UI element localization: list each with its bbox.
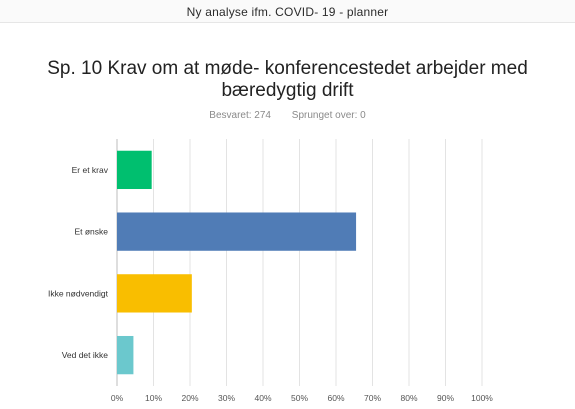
category-label: Ikke nødvendigt [48,288,109,298]
document-title: Ny analyse ifm. COVID- 19 - planner [186,5,389,19]
document-header: Ny analyse ifm. COVID- 19 - planner [0,0,575,23]
question-title: Sp. 10 Krav om at møde- konferencestedet… [47,58,528,101]
response-stats: Besvaret: 274 Sprunget over: 0 [0,110,575,121]
skipped-count: Sprunget over: 0 [291,110,366,121]
x-tick-label: 20% [181,393,198,403]
x-tick-label: 80% [400,393,417,403]
bar [117,274,192,313]
x-tick-label: 30% [218,393,235,403]
category-label: Ved det ikke [62,350,109,360]
x-tick-label: 100% [471,393,493,403]
x-tick-label: 70% [364,393,381,403]
x-tick-label: 40% [254,393,271,403]
category-label: Et ønske [74,227,108,237]
category-label: Er et krav [72,165,109,175]
x-tick-label: 0% [111,393,124,403]
x-tick-label: 90% [437,393,454,403]
answered-count: Besvaret: 274 [209,110,271,121]
x-tick-label: 10% [145,393,162,403]
bar [117,150,152,190]
bar [117,335,134,375]
x-tick-label: 50% [291,393,308,403]
bar [117,212,357,251]
x-tick-label: 60% [327,393,344,403]
